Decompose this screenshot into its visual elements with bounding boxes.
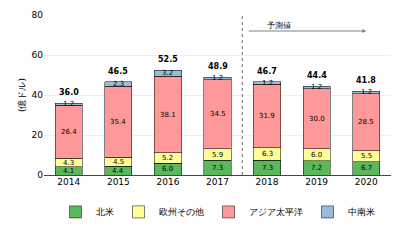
- svg-text:(億ドル): (億ドル): [17, 78, 27, 112]
- svg-text:4.5: 4.5: [113, 158, 124, 166]
- svg-text:52.5: 52.5: [158, 55, 178, 64]
- svg-text:46.5: 46.5: [108, 67, 128, 76]
- svg-text:アジア太平洋: アジア太平洋: [249, 207, 303, 217]
- svg-text:38.1: 38.1: [160, 111, 176, 119]
- svg-text:40: 40: [32, 90, 44, 100]
- svg-text:1.2: 1.2: [212, 74, 223, 82]
- svg-text:2.3: 2.3: [113, 80, 124, 88]
- svg-text:1.2: 1.2: [361, 88, 372, 96]
- svg-text:6.0: 6.0: [311, 151, 322, 159]
- svg-text:2019: 2019: [305, 177, 328, 187]
- svg-text:5.5: 5.5: [361, 152, 372, 160]
- svg-text:7.3: 7.3: [212, 164, 223, 172]
- svg-text:2014: 2014: [57, 177, 80, 187]
- svg-text:46.7: 46.7: [257, 67, 277, 76]
- svg-text:0: 0: [37, 170, 43, 180]
- svg-text:34.5: 34.5: [210, 110, 226, 118]
- svg-text:80: 80: [32, 10, 44, 20]
- svg-text:4.4: 4.4: [112, 167, 124, 175]
- svg-text:3.2: 3.2: [162, 69, 173, 77]
- svg-text:7.3: 7.3: [262, 164, 273, 172]
- svg-text:2016: 2016: [156, 177, 179, 187]
- svg-text:26.4: 26.4: [61, 128, 77, 136]
- svg-text:7.2: 7.2: [311, 164, 322, 172]
- svg-text:1.2: 1.2: [311, 83, 322, 91]
- svg-text:5.9: 5.9: [212, 151, 223, 159]
- svg-text:5.2: 5.2: [162, 154, 173, 162]
- svg-text:6.0: 6.0: [162, 165, 173, 173]
- svg-text:44.4: 44.4: [307, 71, 327, 80]
- svg-text:1.2: 1.2: [63, 100, 74, 108]
- svg-text:2020: 2020: [355, 177, 378, 187]
- svg-text:北米: 北米: [96, 207, 114, 217]
- svg-text:30.0: 30.0: [309, 115, 325, 123]
- svg-text:4.1: 4.1: [63, 167, 74, 175]
- svg-text:20: 20: [32, 130, 44, 140]
- svg-text:60: 60: [32, 50, 44, 60]
- svg-text:6.7: 6.7: [361, 164, 372, 172]
- svg-text:1.2: 1.2: [262, 79, 273, 87]
- svg-text:欧州その他: 欧州その他: [159, 207, 204, 217]
- svg-text:6.3: 6.3: [262, 150, 273, 158]
- svg-text:36.0: 36.0: [59, 88, 79, 97]
- svg-text:48.9: 48.9: [208, 62, 228, 71]
- svg-text:41.8: 41.8: [356, 76, 376, 85]
- svg-text:35.4: 35.4: [110, 118, 126, 126]
- svg-text:28.5: 28.5: [358, 118, 374, 126]
- svg-text:4.3: 4.3: [63, 159, 74, 167]
- svg-text:31.9: 31.9: [259, 112, 275, 120]
- svg-text:中南米: 中南米: [348, 207, 375, 217]
- svg-text:2015: 2015: [107, 177, 130, 187]
- svg-text:2017: 2017: [206, 177, 229, 187]
- svg-text:2018: 2018: [256, 177, 279, 187]
- svg-text:予測値: 予測値: [267, 21, 291, 30]
